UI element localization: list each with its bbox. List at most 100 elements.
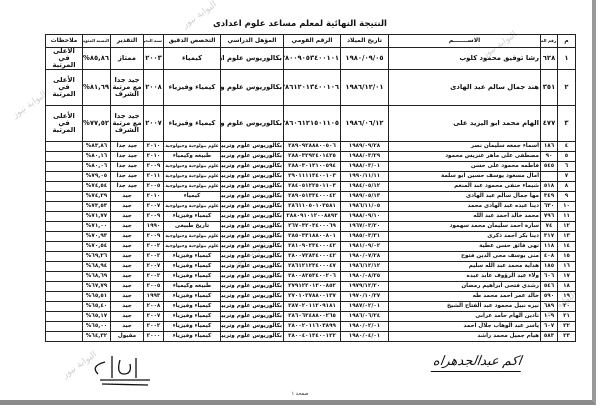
cell-grade: ممتاز [110,46,144,71]
cell-file-number: ١٨٥ [540,261,558,273]
column-header-percentage: النسبة المئوية [82,34,111,48]
cell-birth-date: ١٩٨٧/٠٢/٠١ [340,301,389,313]
cell-qualification: بكالوريوس علوم وتربية [220,171,284,183]
cell-grade: جيد جدا [110,141,144,153]
table-row: ٩ ٣٤٩ مها جمال سالم عبد الهادى ١٩٨٩/٠٥/١٣ ٢٨… [45,191,576,203]
cell-serial: ١٠ [557,201,576,213]
cell-graduation-year: ٢٠٠٩ [143,211,164,223]
cell-specialization: علوم بيولوجية وجيولوجية [163,141,221,153]
cell-grade: جيد جدا [110,151,144,163]
table-row: ٢٣ ٥٨٣ هيام جميل محمد راشد ١٩٨٠/٠٤/٠١ ٢٨٠٠٤٠… [45,331,576,343]
cell-name: رشا توفيق محمود كلوب [388,46,541,71]
cell-birth-date: ١٩٨٦/١١/٠٥ [340,201,389,213]
cell-percentage: ٦٥,٥١% [82,291,111,303]
cell-birth-date: ١٩٨٠/٠٧/٢٨ [340,251,389,263]
cell-percentage: ٦٥,٤٠% [82,301,111,313]
cell-birth-date: ١٩٨١/٠٩/٠٢ [340,241,389,253]
cell-name: فاطمه محمود على حسن [388,161,541,173]
cell-file-number: ٧٤ [540,221,558,233]
cell-notes [45,311,83,323]
table-row: ٢٢ ٦٠٧ ياسر عبد الوهاب جلال احمد ١٩٨٠/٠٢/٠١… [45,321,576,333]
cell-name: مصطفى على ماهر عتريس محمود [388,151,541,163]
cell-notes [45,291,83,303]
cell-serial: ٢٣ [557,331,576,343]
cell-specialization: طبيعه وكيمياء [163,281,221,293]
cell-name: الهام محمد ابو اليزيد على [388,105,541,143]
cell-national-id: ٢٨١٠٩٠٢٣٤٠٠٠٤٢ [283,241,341,253]
cell-qualification: بكالوريوس علوم وتربية [220,141,284,153]
cell-birth-date: ١٩٨٨/٠٩/١٠ [340,211,389,223]
cell-notes [45,301,83,313]
cell-percentage: ٨٣,٨٦% [82,141,111,153]
cell-specialization: كيمياء وفيزياء [163,321,221,333]
cell-national-id: ٢٨٩٠٥١٣٣٤٠٠٠٤٢ [283,191,341,203]
cell-grade: جيد [110,311,144,323]
cell-notes [45,281,83,293]
cell-qualification: بكالوريوس علوم وتربية [220,105,284,143]
cell-serial: ٥ [557,151,576,163]
column-header-notes: ملاحظات [45,34,83,48]
cell-grade: جيد [110,241,144,253]
cell-serial: ٦ [557,161,576,173]
cell-file-number: ٤٧٧ [540,105,558,143]
cell-graduation-year: ٢٠٠٨ [143,301,164,313]
cell-graduation-year: ٢٠٠٩ [143,161,164,173]
cell-birth-date: ١٩٨٥/٠٣/٣١ [340,231,389,243]
cell-qualification: بكالوريوس علوم وتربية [220,181,284,193]
cell-serial: ١٨ [557,281,576,293]
cell-birth-date: ١٩٨٩/٠٩/٢٨ [340,141,389,153]
cell-qualification: بكالوريوس علوم وتربية [220,191,284,203]
cell-grade: جيد [110,191,144,203]
cell-birth-date: ١٩٧٠/١٠/٢٧ [340,291,389,303]
cell-percentage: ٦٥,٠٠% [82,321,111,333]
column-header-file-number: رقم الملف [540,34,558,48]
cell-name: خالد عمر احمد محمد طه [388,291,541,303]
cell-birth-date: ١٩٩٠/١١/١١ [340,171,389,183]
cell-graduation-year: ٢٠٠٠ [143,331,164,343]
cell-graduation-year: ٢٠١٠ [143,151,164,163]
cell-percentage: ٧٤,٥٤% [82,181,111,193]
table-row: ١٨ ٥٤٦ رشدى فتحى ابراهيم رمضان ١٩٧٩/١٢/٢٠ ٢٧… [45,281,576,293]
cell-national-id: ٢٨٨٠٣٠١٣١٠٠٥٩٤ [283,161,341,173]
cell-name: هداية محمد عبد الله سليم [388,261,541,273]
cell-qualification: بكالوريوس علوم وتربية [220,241,284,253]
cell-birth-date: ١٩٨٠/٠٨/٢٥ [340,271,389,283]
cell-notes [45,141,83,153]
cell-graduation-year: ٢٠٠٩ [143,231,164,243]
table-row: ٨ ٥١٨ شيماء حنفى محمود عبد المنعم ١٩٨٤/٠٥/١… [45,181,576,193]
cell-specialization: كيمياء وفيزياء [163,301,221,313]
cell-grade: جيد [110,301,144,313]
cell-serial: ١١ [557,211,576,223]
table-row: ١ ٦٢٨ رشا توفيق محمود كلوب ١٩٨٠/٠٩/٠٥ ٢٨٠٠٩٠… [45,46,576,71]
table-row: ٣ ٤٧٧ الهام محمد ابو اليزيد على ١٩٨٦/٠٦/١٢ ٢… [45,105,576,143]
cell-qualification: بكالوريوس علوم وتربية [220,221,284,233]
cell-file-number: ٤٠٨ [540,251,558,263]
cell-serial: ١٦ [557,261,576,273]
cell-birth-date: ١٩٨٩/٠٥/١٣ [340,191,389,203]
cell-notes [45,231,83,243]
cell-graduation-year: ٢٠٠٢ [143,321,164,333]
cell-serial: ٣ [557,105,576,143]
cell-national-id: ٢٨٦٠٦٢٤٨٨٠٠٢٦٥ [283,311,341,323]
cell-file-number: ٦٠٦ [540,271,558,283]
cell-percentage: ٨٠,١٦% [82,151,111,163]
cell-specialization: علوم بيولوجية وجيولوجية [163,201,221,213]
column-header-national-id: الرقم القومي [283,34,341,48]
cell-file-number: ٧٩٦ [540,211,558,223]
cell-name: دينا عبده عبد الهادى محمد [388,201,541,213]
cell-national-id: ٢٨٠٠٩٠٥٣٤٠٠١٠١ [283,46,341,71]
cell-specialization: طبيعه وكيمياء [163,151,221,163]
cell-grade: جيد [110,261,144,273]
table-row: ١٥ ٤٠٨ منى يوسف محى الدين فتوح ١٩٨٠/٠٧/٢٨ ٢٨… [45,251,576,263]
cell-file-number: ٣٤٩ [540,191,558,203]
cell-specialization: كيمياء وفيزياء [163,271,221,283]
table-row: ٥ ٩٠ مصطفى على ماهر عتريس محمود ١٩٨٨/٠٣/٢٩ ٢… [45,151,576,163]
cell-serial: ٢ [557,69,576,107]
table-row: ١٦ ١٨٥ هداية محمد عبد الله سليم ١٩٨٦/١٢/١٢ ٢… [45,261,576,273]
column-header-birth-date: تاريخ الميلاد [340,34,389,48]
cell-grade: جيد [110,281,144,293]
cell-serial: ٧ [557,171,576,183]
cell-graduation-year: ٢٠٠٢ [143,251,164,263]
cell-specialization: تاريخ طبيعى [163,221,221,233]
